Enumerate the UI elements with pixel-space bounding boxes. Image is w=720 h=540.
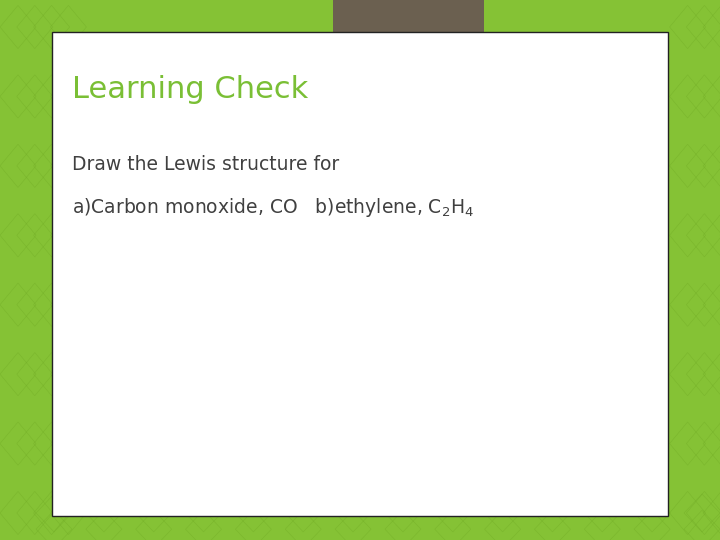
FancyBboxPatch shape [333,0,484,57]
Text: Learning Check: Learning Check [72,75,308,104]
FancyBboxPatch shape [52,32,668,516]
Text: Draw the Lewis structure for: Draw the Lewis structure for [72,155,339,174]
Text: a)Carbon monoxide, CO   b)ethylene, C$_2$H$_4$: a)Carbon monoxide, CO b)ethylene, C$_2$H… [72,197,474,219]
